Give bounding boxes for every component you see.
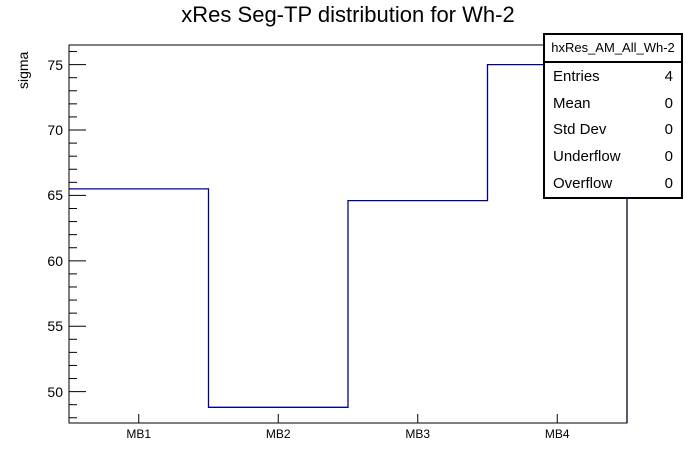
y-tick-label: 55 (47, 318, 63, 335)
x-tick-label: MB3 (405, 427, 431, 441)
y-tick-label: 65 (47, 187, 63, 204)
stat-label: Underflow (553, 148, 621, 166)
stat-value: 0 (664, 94, 673, 112)
stats-row-mean: Mean 0 (545, 90, 681, 117)
stats-row-stddev: Std Dev 0 (545, 117, 681, 144)
stats-row-underflow: Underflow 0 (545, 143, 681, 170)
stat-label: Mean (553, 94, 591, 112)
x-tick-label: MB4 (544, 427, 570, 441)
stat-value: 0 (664, 175, 673, 193)
stats-rows: Entries 4 Mean 0 Std Dev 0 Underflow 0 O… (545, 63, 681, 197)
stats-box: hxRes_AM_All_Wh-2 Entries 4 Mean 0 Std D… (543, 33, 683, 199)
stats-row-entries: Entries 4 (545, 63, 681, 90)
stat-value: 0 (664, 121, 673, 139)
y-tick-label: 60 (47, 252, 63, 269)
y-tick-label: 70 (47, 122, 63, 139)
x-tick-label: MB1 (126, 427, 152, 441)
stat-label: Entries (553, 67, 600, 85)
plot-title: xRes Seg-TP distribution for Wh-2 (181, 2, 515, 27)
y-tick-label: 50 (47, 383, 63, 400)
stat-label: Overflow (553, 175, 613, 193)
stats-box-title: hxRes_AM_All_Wh-2 (545, 35, 681, 63)
stat-value: 0 (664, 148, 673, 166)
stat-label: Std Dev (553, 121, 607, 139)
stats-row-overflow: Overflow 0 (545, 170, 681, 197)
stat-value: 4 (664, 67, 673, 85)
plot-frame (68, 44, 628, 424)
x-tick-label: MB2 (265, 427, 291, 441)
y-tick-label: 75 (47, 56, 63, 73)
